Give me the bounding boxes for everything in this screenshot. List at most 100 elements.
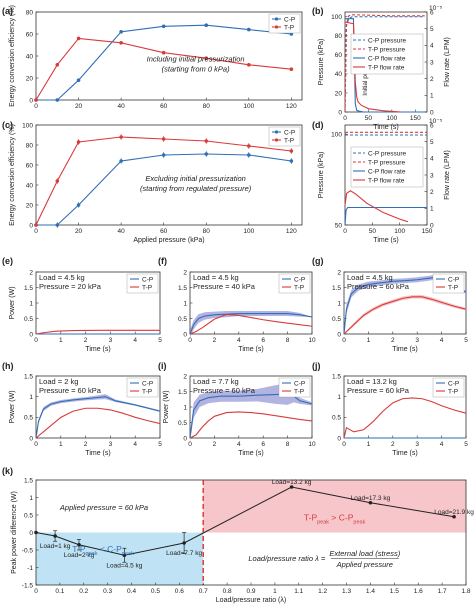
x-tick-label: 1.2 — [318, 588, 327, 595]
panel-annotation: Load = 13.2 kg — [347, 377, 397, 386]
x-tick-label: 0.5 — [151, 588, 160, 595]
x-axis-label: Time (s) — [373, 124, 398, 131]
region-tp-lower — [36, 532, 204, 585]
legend-marker — [274, 17, 279, 21]
x-tick-label: 0.9 — [246, 588, 255, 595]
panel-annotation: Load = 4.5 kg — [347, 273, 393, 282]
panel-label: (b) — [312, 6, 324, 16]
y2-tick-label: 1 — [430, 93, 434, 100]
panel-annotation: Pressure = 40 kPa — [193, 282, 256, 291]
x-tick-label: 120 — [286, 103, 297, 110]
legend-label: T-P — [284, 24, 294, 31]
legend-label: T-P — [142, 388, 152, 395]
x-tick-label: 1.5 — [390, 588, 399, 595]
y2-axis-label: Flow rate (LPM) — [444, 150, 451, 200]
legend-label: C-P flow rate — [368, 168, 406, 175]
y-tick-label: 0.5 — [24, 415, 33, 422]
x-tick-label: 2 — [213, 441, 217, 448]
data-point — [289, 485, 294, 489]
legend-label: T-P pressure — [368, 46, 405, 53]
y2-tick-label: 6 — [430, 122, 434, 129]
data-point — [161, 24, 166, 29]
x-tick-label: 0.2 — [79, 588, 88, 595]
data-point — [77, 542, 81, 547]
legend-label: C-P flow rate — [368, 55, 406, 62]
x-axis-label: Time (s) — [85, 346, 110, 353]
legend-label: C-P — [448, 380, 459, 387]
y-tick-label: 1.5 — [24, 285, 33, 292]
x-tick-label: 0 — [342, 337, 346, 344]
panel-label: (f) — [158, 256, 167, 266]
y-tick-label: 20 — [335, 90, 343, 97]
y-tick-label: 80 — [26, 142, 34, 149]
y-axis-label: Power (W) — [9, 286, 16, 319]
x-tick-label: 20 — [75, 103, 83, 110]
panel-label: (a) — [2, 6, 13, 16]
formula-denominator: Applied pressure — [336, 560, 393, 569]
point-label: Load=2 kg — [64, 552, 95, 559]
data-point — [119, 30, 123, 34]
series-line — [35, 37, 292, 101]
y-tick-label: 2 — [337, 269, 341, 276]
series-line — [36, 153, 292, 226]
data-point — [247, 27, 251, 32]
data-point — [204, 23, 209, 28]
y-tick-label: 1 — [337, 394, 341, 401]
panel-k: (k) 0 0.1 0.2 0.3 0.4 0.5 0.6 0.7 0.8 0.9 1 1.1 1.2 1.… — [2, 466, 474, 604]
formula-lhs: Load/pressure ratio λ = — [248, 554, 325, 563]
panel-annotation: (starting from regulated pressure) — [140, 184, 252, 193]
series-line — [344, 14, 425, 113]
panel-f: (f) 0 2 4 6 8 10 0 0.5 1 1.5 2 Time (s) Load = 4.5 kg… — [158, 256, 316, 353]
x-tick-label: 4 — [133, 441, 137, 448]
y-tick-label: 0 — [29, 435, 33, 442]
y2-multiplier: 10⁻⁵ — [429, 118, 443, 125]
series-line — [35, 329, 160, 335]
y-tick-label: 1 — [337, 300, 341, 307]
data-point — [161, 50, 166, 55]
x-tick-label: 4 — [440, 337, 444, 344]
y-axis-label: Peak power difference (W) — [11, 491, 18, 574]
x-tick-label: 1.4 — [366, 588, 375, 595]
x-tick-label: 0.7 — [199, 588, 208, 595]
y-tick-label: 20 — [26, 75, 34, 82]
data-point — [204, 56, 209, 60]
series-line — [343, 296, 467, 335]
y-tick-label: 40 — [26, 182, 34, 189]
x-tick-label: 6 — [261, 337, 265, 344]
panel-label: (k) — [2, 466, 13, 476]
data-point — [55, 98, 60, 102]
region-tp-higher — [203, 480, 466, 533]
y-tick-label: -0.5 — [22, 547, 34, 554]
panel-e: (e) 0 1 2 3 4 5 0 0.5 1 1.5 2 Time (s) Power (W) Load … — [2, 256, 162, 353]
x-axis-label: Time (s) — [238, 346, 263, 353]
y-tick-label: 100 — [331, 131, 342, 138]
x-tick-label: 5 — [464, 441, 468, 448]
legend-marker — [274, 138, 279, 142]
panel-annotation: Load = 7.7 kg — [193, 377, 239, 386]
data-point — [76, 36, 81, 41]
data-point — [53, 534, 57, 538]
x-tick-label: 40 — [118, 103, 126, 110]
x-tick-label: 4 — [237, 441, 241, 448]
legend-label: T-P flow rate — [368, 64, 405, 71]
data-point — [34, 223, 38, 227]
y-tick-label: 1.5 — [332, 285, 341, 292]
x-tick-label: 5 — [158, 441, 162, 448]
x-tick-label: 1.3 — [342, 588, 351, 595]
y-tick-label: 0.5 — [332, 415, 341, 422]
x-tick-label: 3 — [109, 441, 113, 448]
series-band — [190, 311, 312, 338]
legend-label: C-P — [142, 276, 153, 283]
series-band — [36, 394, 160, 439]
region-label-higher: T-Ppeak > C-Ppeak — [304, 512, 366, 525]
point-label: Load=7.7 kg — [166, 550, 202, 557]
y-tick-label: 0.5 — [178, 420, 187, 427]
y-tick-label: 80 — [335, 33, 343, 40]
y-tick-label: 1.5 — [178, 389, 187, 396]
panel-annotation: Pressure = 20 kPa — [39, 282, 102, 291]
point-label: Load=21.9 kg — [434, 509, 474, 516]
x-tick-label: 0 — [343, 228, 347, 235]
x-tick-label: 2 — [84, 337, 88, 344]
